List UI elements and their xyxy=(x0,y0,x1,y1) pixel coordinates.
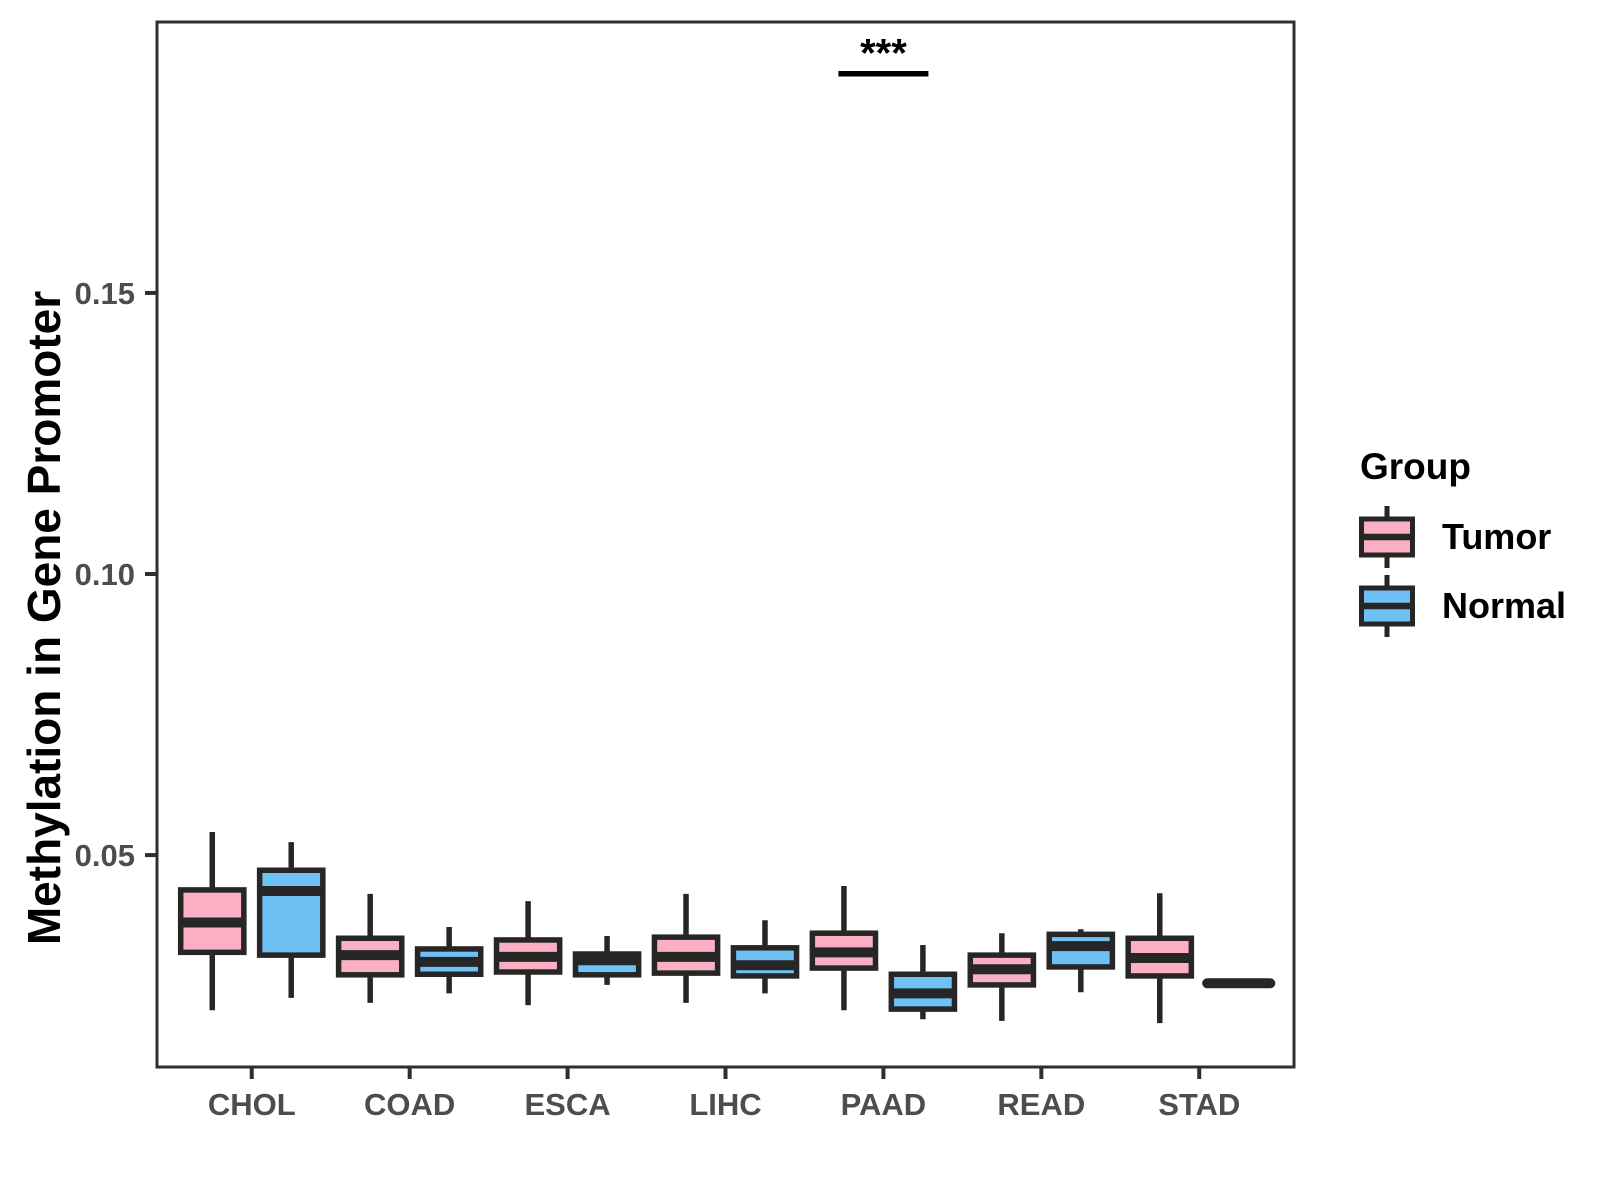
legend-item-label: Normal xyxy=(1442,584,1567,626)
x-tick-label-CHOL: CHOL xyxy=(208,1087,296,1122)
legend-item-tumor: Tumor xyxy=(1358,502,1566,571)
y-tick-label-0.15: 0.15 xyxy=(75,276,135,311)
x-tick-label-COAD: COAD xyxy=(364,1087,455,1122)
legend-title: Group xyxy=(1360,446,1471,487)
x-tick-label-PAAD: PAAD xyxy=(841,1087,927,1122)
y-tick-label-0.10: 0.10 xyxy=(75,557,135,592)
x-tick-label-READ: READ xyxy=(997,1087,1085,1122)
legend-item-normal: Normal xyxy=(1358,571,1566,640)
normal-boxplot-key-icon xyxy=(1359,574,1415,637)
tumor-boxplot-key-icon xyxy=(1359,505,1415,568)
y-axis-title: Methylation in Gene Promoter xyxy=(18,290,70,946)
y-tick-label-0.05: 0.05 xyxy=(75,838,135,873)
box-CHOL-Normal xyxy=(256,867,326,958)
legend: Group Tumor Normal xyxy=(1358,446,1566,640)
x-tick-label-ESCA: ESCA xyxy=(525,1087,611,1122)
significance-label-PAAD: *** xyxy=(860,32,907,76)
x-tick-label-STAD: STAD xyxy=(1158,1087,1240,1122)
legend-item-label: Tumor xyxy=(1442,515,1552,557)
x-tick-label-LIHC: LIHC xyxy=(689,1087,761,1122)
panel-border xyxy=(155,20,1296,1069)
